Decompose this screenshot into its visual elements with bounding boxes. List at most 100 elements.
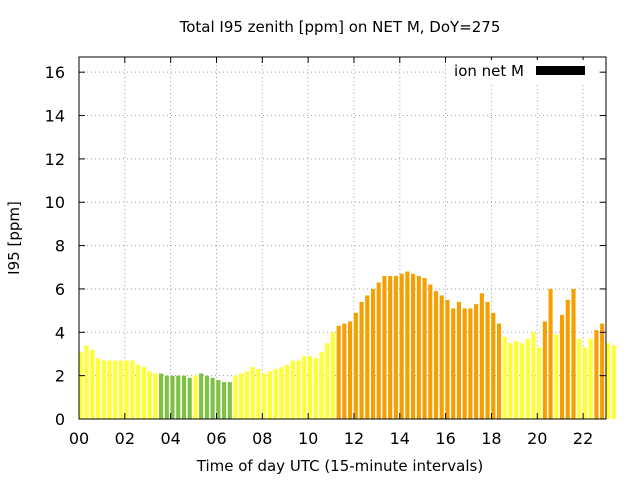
bar <box>113 360 118 419</box>
bar <box>370 288 376 419</box>
bar <box>204 375 209 419</box>
x-axis-label: Time of day UTC (15-minute intervals) <box>196 457 483 475</box>
bar <box>485 301 490 419</box>
x-tick-label: 20 <box>527 429 547 448</box>
bar <box>84 345 89 419</box>
bar <box>411 273 416 419</box>
bar <box>153 373 158 419</box>
bar <box>582 347 588 419</box>
plot-frame <box>78 56 607 420</box>
y-tick-label: 12 <box>45 150 65 169</box>
ticks-layer <box>78 57 606 420</box>
x-tick-label: 02 <box>115 429 135 448</box>
bar <box>399 273 404 419</box>
bar <box>519 343 524 419</box>
bar <box>302 356 307 419</box>
bar <box>479 293 484 419</box>
bar <box>508 343 513 419</box>
bar <box>199 373 204 419</box>
x-tick-label: 16 <box>435 429 455 448</box>
bar <box>307 356 313 419</box>
bar <box>164 375 169 419</box>
bar <box>107 360 112 419</box>
bar <box>559 314 565 419</box>
x-tick-label: 08 <box>252 429 272 448</box>
bar <box>531 332 536 419</box>
y-tick-label: 8 <box>55 237 65 256</box>
bar <box>376 282 381 419</box>
bar <box>605 343 610 419</box>
x-tick-label: 14 <box>390 429 410 448</box>
bar <box>250 366 255 419</box>
bar <box>124 360 129 419</box>
bar <box>388 275 393 419</box>
bar <box>95 358 101 419</box>
x-tick-label: 12 <box>344 429 364 448</box>
bar <box>537 347 542 419</box>
y-tick-label: 0 <box>55 410 65 429</box>
bar <box>433 291 439 419</box>
bar <box>577 338 582 419</box>
bar <box>554 334 559 419</box>
bar <box>336 325 341 419</box>
bar <box>227 382 232 419</box>
bar <box>130 360 135 419</box>
bar <box>382 275 387 419</box>
bar <box>611 345 616 419</box>
y-axis-label: I95 [ppm] <box>5 201 23 275</box>
y-tick-label: 4 <box>55 323 65 342</box>
bar <box>101 360 106 419</box>
bar <box>548 288 553 419</box>
bar <box>285 364 290 419</box>
bar <box>359 301 364 419</box>
bar <box>296 360 301 419</box>
bar <box>451 308 456 419</box>
bar <box>290 360 295 419</box>
bar <box>181 375 187 419</box>
bars-layer <box>78 271 616 419</box>
bar <box>267 371 272 419</box>
bar <box>159 373 164 419</box>
legend-background <box>446 60 598 82</box>
bar <box>239 373 244 419</box>
bar <box>600 323 605 419</box>
bar <box>502 336 507 419</box>
bar <box>491 312 496 419</box>
x-tick-label: 04 <box>160 429 180 448</box>
bar <box>565 299 570 419</box>
bar <box>147 371 152 419</box>
bar <box>393 275 398 419</box>
grid-layer <box>79 57 606 419</box>
bar <box>136 364 141 419</box>
y-tick-label: 14 <box>45 107 65 126</box>
bar <box>348 321 353 419</box>
y-tick-label: 10 <box>45 193 65 212</box>
bar <box>571 288 576 419</box>
bar <box>210 377 215 419</box>
bar <box>170 375 175 419</box>
bar <box>365 295 370 419</box>
x-tick-label: 22 <box>573 429 593 448</box>
bar <box>330 332 335 419</box>
bar <box>313 358 318 419</box>
bar <box>90 349 95 419</box>
bar <box>445 299 450 419</box>
bar <box>439 295 444 419</box>
bar <box>428 284 433 419</box>
bar <box>233 375 238 419</box>
bar <box>244 371 250 419</box>
bar <box>325 343 330 419</box>
bar <box>256 369 261 419</box>
bar <box>187 377 192 419</box>
bar <box>319 351 324 419</box>
bar <box>273 369 278 419</box>
bar <box>588 338 593 419</box>
legend-label: ion net M <box>454 62 524 80</box>
bar <box>262 373 267 419</box>
x-tick-label: 10 <box>298 429 318 448</box>
bar <box>416 275 421 419</box>
bar <box>279 366 284 419</box>
bar <box>525 338 530 419</box>
bar <box>594 330 599 419</box>
